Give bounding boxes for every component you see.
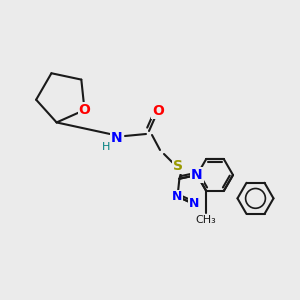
Text: S: S <box>173 159 183 173</box>
Text: N: N <box>111 131 123 145</box>
Text: N: N <box>189 197 199 211</box>
Text: N: N <box>191 168 203 182</box>
Text: N: N <box>191 168 203 182</box>
Text: H: H <box>102 142 110 152</box>
Text: O: O <box>152 104 164 118</box>
Text: O: O <box>79 103 91 117</box>
Text: CH₃: CH₃ <box>196 214 216 225</box>
Text: N: N <box>172 190 183 203</box>
